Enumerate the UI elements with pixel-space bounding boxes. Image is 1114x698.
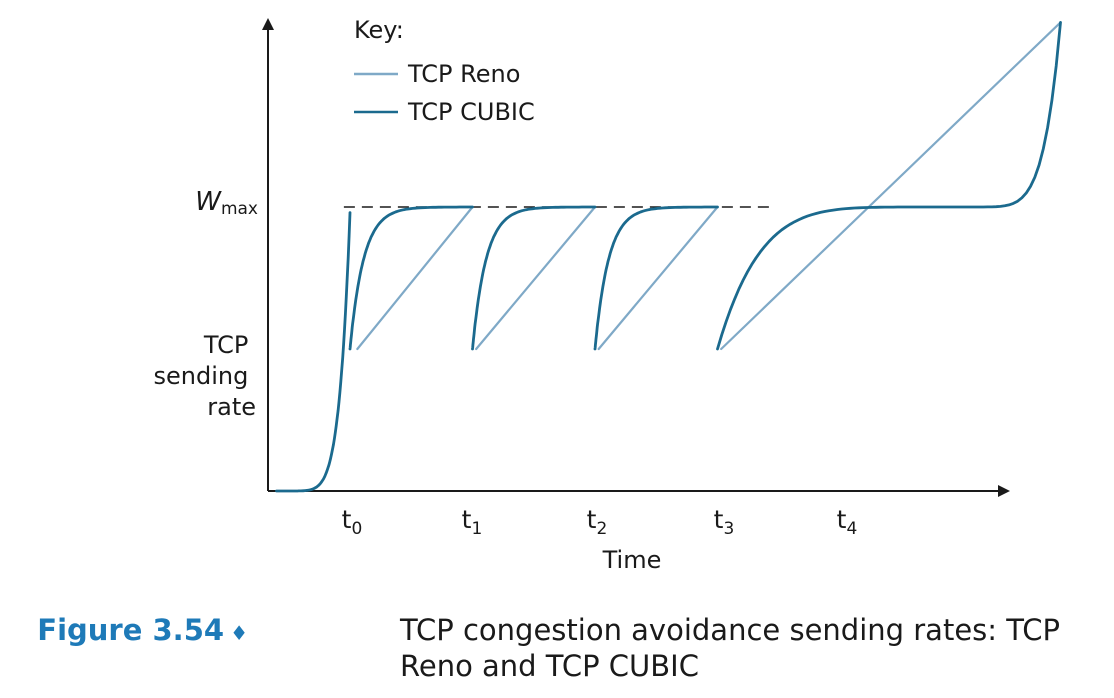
y-axis-title: TCP sending rate [154, 331, 256, 421]
x-tick-sub: 2 [596, 519, 607, 539]
cubic-curve-segment [471, 205, 597, 351]
figure-number: Figure 3.54 [37, 613, 225, 647]
x-axis-ticks: t0 t1 t2 t3 t4 Time [342, 505, 858, 574]
legend-entry-cubic: TCP CUBIC [407, 98, 535, 126]
x-tick-sub: 0 [351, 519, 362, 539]
x-axis-title: Time [602, 546, 662, 574]
y-axis-title-line: TCP [203, 331, 248, 359]
legend-entry-reno: TCP Reno [407, 60, 520, 88]
x-tick-sub: 1 [471, 519, 482, 539]
x-tick-label: t2 [587, 505, 608, 539]
chart: Wmax TCP sending rate t0 t1 t2 t3 t4 Tim… [154, 16, 1062, 574]
cubic-curve-segment [593, 205, 719, 351]
y-axis-labels: Wmax TCP sending rate [154, 187, 258, 421]
figure-caption: TCP congestion avoidance sending rates: … [400, 613, 1061, 683]
x-tick-name: t [714, 505, 724, 534]
wmax-label: Wmax [195, 187, 258, 219]
reno-line-segment [597, 205, 719, 351]
x-tick-label: t0 [342, 505, 363, 539]
x-tick-name: t [587, 505, 597, 534]
series-layer [275, 21, 1062, 493]
reno-line-segment [720, 21, 1062, 351]
x-tick-name: t [342, 505, 352, 534]
diamond-separator: ♦ [230, 621, 248, 645]
reno-line-segment [356, 205, 474, 351]
wmax-label-main: W [195, 187, 222, 217]
x-tick-sub: 3 [723, 519, 734, 539]
x-tick-label: t3 [714, 505, 735, 539]
legend: Key: TCP Reno TCP CUBIC [354, 16, 535, 126]
x-tick-label: t4 [837, 505, 858, 539]
y-axis-title-line: rate [207, 393, 256, 421]
legend-title: Key: [354, 16, 404, 44]
axes [262, 18, 1010, 497]
wmax-label-sub: max [221, 199, 258, 219]
cubic-curve-segment [716, 21, 1062, 351]
x-tick-name: t [462, 505, 472, 534]
y-axis-title-line: sending [154, 362, 249, 390]
figure-label: Figure 3.54 ♦ [37, 612, 248, 651]
cubic-curve-segment [348, 205, 474, 351]
x-tick-name: t [837, 505, 847, 534]
x-tick-sub: 4 [846, 519, 857, 539]
x-tick-label: t1 [462, 505, 483, 539]
reno-line-segment [475, 205, 597, 351]
cubic-curve-segment [275, 211, 352, 493]
